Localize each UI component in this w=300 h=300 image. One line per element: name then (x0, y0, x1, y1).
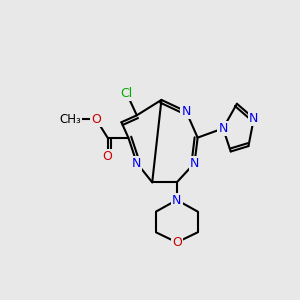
Text: O: O (91, 113, 101, 126)
Text: CH₃: CH₃ (60, 113, 82, 126)
Text: N: N (182, 105, 191, 118)
Text: Cl: Cl (121, 87, 133, 100)
Text: N: N (172, 194, 182, 206)
Text: O: O (172, 236, 182, 249)
Text: N: N (218, 122, 228, 135)
Text: N: N (249, 112, 259, 125)
Text: N: N (190, 157, 199, 169)
Text: O: O (103, 150, 112, 164)
Text: N: N (132, 157, 142, 169)
